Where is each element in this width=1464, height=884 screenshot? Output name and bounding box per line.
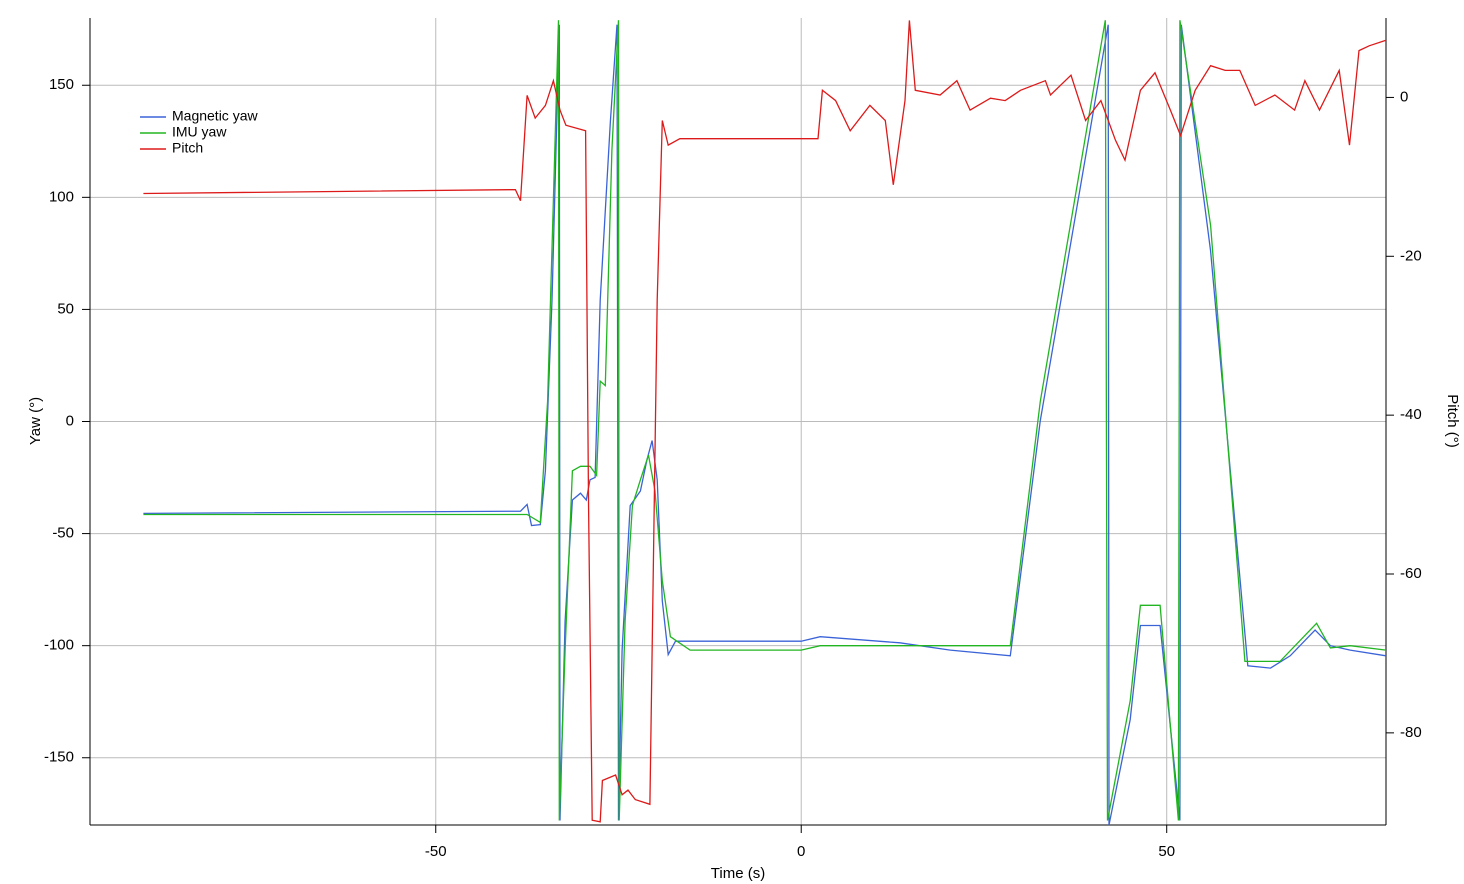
series-line xyxy=(143,20,1387,821)
y2-tick-label: -20 xyxy=(1400,247,1422,264)
y2-tick-label: 0 xyxy=(1400,88,1408,105)
x-tick-label: 0 xyxy=(797,843,805,860)
legend-label: IMU yaw xyxy=(172,124,227,140)
legend-label: Magnetic yaw xyxy=(172,108,258,124)
x-tick-label: 50 xyxy=(1158,843,1175,860)
series-line xyxy=(143,24,1387,826)
y-tick-label: 0 xyxy=(66,412,74,429)
legend-label: Pitch xyxy=(172,140,203,156)
y2-tick-label: -60 xyxy=(1400,565,1422,582)
y-tick-label: -100 xyxy=(44,637,74,654)
y2-tick-label: -40 xyxy=(1400,406,1422,423)
y-tick-label: 100 xyxy=(49,188,74,205)
y-tick-label: -50 xyxy=(52,525,74,542)
x-axis-label: Time (s) xyxy=(711,865,765,882)
y2-tick-label: -80 xyxy=(1400,724,1422,741)
y-tick-label: -150 xyxy=(44,749,74,766)
y-tick-label: 150 xyxy=(49,76,74,93)
series-line xyxy=(143,20,1387,823)
y-axis-label: Yaw (°) xyxy=(27,397,44,445)
y2-axis-label: Pitch (°) xyxy=(1444,394,1461,448)
y-tick-label: 50 xyxy=(57,300,74,317)
x-tick-label: -50 xyxy=(425,843,447,860)
